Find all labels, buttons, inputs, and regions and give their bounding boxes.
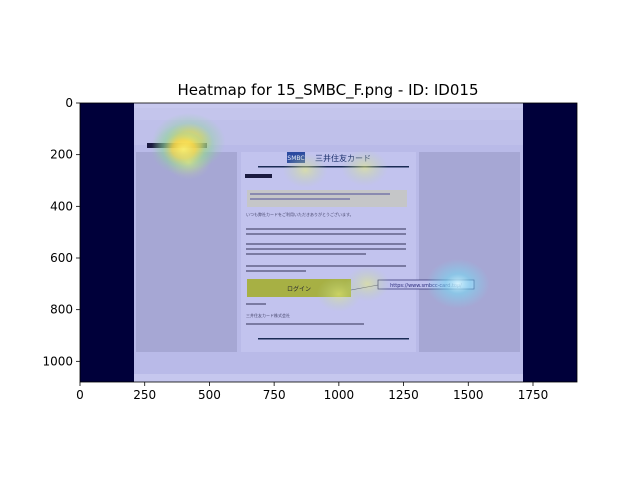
company-name: 三井住友カード株式会社 — [246, 312, 290, 318]
email-greeting: いつも弊社カードをご利用いただきありがとうございます。 — [246, 211, 354, 217]
x-tick-label: 500 — [198, 388, 221, 402]
login-button: ログイン — [287, 285, 311, 293]
brand-name: 三井住友カード — [315, 153, 371, 163]
x-tick-label: 1750 — [518, 388, 549, 402]
y-tick-label: 1000 — [42, 354, 73, 368]
x-axis: 0 250 500 750 1000 1250 1500 1750 — [76, 382, 548, 402]
heat-hotspot-3 — [426, 259, 490, 309]
x-tick-label: 1000 — [324, 388, 355, 402]
plot-frame — [79, 102, 578, 383]
y-tick-label: 600 — [50, 251, 73, 265]
y-axis: 0 200 400 600 800 1000 — [42, 96, 80, 368]
link-tooltip: https://www.smbcc-card.top/ — [390, 283, 462, 289]
heat-hotspot-8 — [345, 266, 390, 302]
heat-overlay — [150, 112, 490, 312]
y-tick-label: 400 — [50, 199, 73, 213]
x-tick-label: 750 — [263, 388, 286, 402]
y-tick-label: 0 — [65, 96, 73, 110]
x-tick-label: 1250 — [388, 388, 419, 402]
y-tick-label: 200 — [50, 148, 73, 162]
heat-hotspot-7 — [166, 144, 212, 180]
chart-title: Heatmap for 15_SMBC_F.png - ID: ID015 — [177, 81, 478, 100]
y-tick-label: 800 — [50, 303, 73, 317]
x-tick-label: 250 — [133, 388, 156, 402]
x-tick-label: 1500 — [453, 388, 484, 402]
heat-hotspot-5 — [282, 152, 328, 188]
x-tick-label: 0 — [76, 388, 84, 402]
heat-hotspot-4 — [341, 149, 389, 186]
